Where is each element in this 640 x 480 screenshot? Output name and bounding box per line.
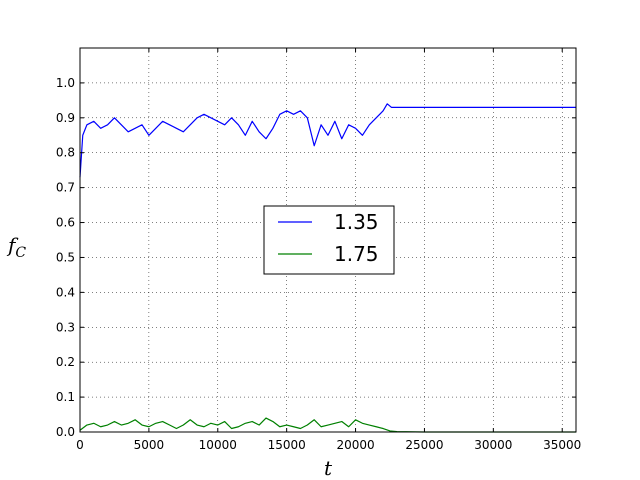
legend-box xyxy=(263,205,395,275)
x-tick-label: 10000 xyxy=(199,438,237,452)
y-tick-label: 0.7 xyxy=(56,181,75,195)
y-tick-label: 0.4 xyxy=(56,285,75,299)
series-line-1-35 xyxy=(79,103,576,178)
x-tick-label: 0 xyxy=(76,438,84,452)
y-tick-label: 0.0 xyxy=(56,425,75,439)
x-tick-label: 5000 xyxy=(134,438,165,452)
x-tick-label: 30000 xyxy=(474,438,512,452)
x-tick-label: 15000 xyxy=(268,438,306,452)
y-tick-label: 1.0 xyxy=(56,76,75,90)
x-axis-label: t xyxy=(324,456,333,480)
series-lines xyxy=(79,103,576,433)
legend-label-1-75: 1.75 xyxy=(334,242,379,266)
y-tick-label: 0.6 xyxy=(56,216,75,230)
y-tick-label: 0.5 xyxy=(56,250,75,264)
y-tick-label: 0.1 xyxy=(56,390,75,404)
plot-frame xyxy=(79,47,577,433)
legend-label-1-35: 1.35 xyxy=(334,210,379,234)
series-line-1-75 xyxy=(79,417,576,433)
y-tick-label: 0.8 xyxy=(56,146,75,160)
x-tick-label: 35000 xyxy=(543,438,581,452)
y-tick-label: 0.3 xyxy=(56,320,75,334)
axis-ticks: 0 5000 10000 15000 20000 25000 30000 35000 0.0 0.… xyxy=(56,48,581,452)
y-axis-label-subscript: C xyxy=(15,245,26,261)
y-tick-label: 0.9 xyxy=(56,111,75,125)
legend: 1.35 1.75 xyxy=(263,205,395,275)
x-tick-label: 20000 xyxy=(336,438,374,452)
x-tick-label: 25000 xyxy=(405,438,443,452)
y-tick-label: 0.2 xyxy=(56,355,75,369)
